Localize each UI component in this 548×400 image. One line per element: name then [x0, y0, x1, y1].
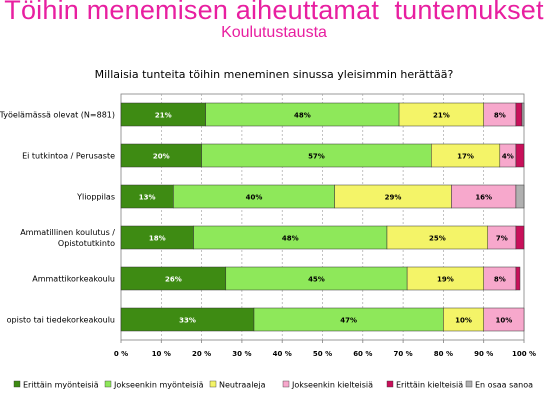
category-label-line: Ei tutkintoa / Perusaste — [22, 152, 115, 161]
legend-label: En osaa sanoa — [475, 381, 533, 390]
legend-swatch — [465, 380, 473, 388]
legend-swatch — [282, 380, 290, 388]
data-label: 4% — [502, 153, 514, 161]
data-label: 40% — [246, 194, 263, 202]
data-label: 19% — [437, 276, 454, 284]
x-tick-label: 70 % — [393, 350, 412, 358]
legend-label: Erittäin myönteisiä — [23, 381, 99, 390]
data-label: 13% — [139, 194, 156, 202]
category-label-line: Ammattikorkeakoulu — [32, 275, 115, 284]
data-label: 45% — [308, 276, 325, 284]
data-label: 20% — [153, 153, 170, 161]
x-tick-label: 30 % — [232, 350, 251, 358]
chart-title: Millaisia tunteita töihin meneminen sinu… — [95, 68, 454, 81]
data-label: 33% — [179, 317, 196, 325]
bar-segment-4 — [483, 307, 525, 332]
data-label: 26% — [165, 276, 182, 284]
legend-label: Jokseenkin myönteisiä — [113, 381, 204, 390]
category-label-line: Opistotutkinto — [58, 239, 115, 248]
legend-label: Jokseenkin kielteisiä — [291, 381, 373, 390]
category-label-line: opisto tai tiedekorkeakoulu — [7, 316, 115, 325]
legend-swatch — [104, 380, 112, 388]
data-label: 16% — [475, 194, 492, 202]
category-label: Ei tutkintoa / Perusaste — [22, 152, 115, 161]
data-label: 48% — [294, 112, 311, 120]
x-tick-label: 90 % — [474, 350, 493, 358]
legend-swatch — [13, 380, 21, 388]
data-label: 21% — [155, 112, 172, 120]
data-label: 47% — [340, 317, 357, 325]
x-tick-label: 20 % — [192, 350, 211, 358]
bar-segment-6 — [521, 102, 525, 127]
bar-segment-5 — [515, 143, 525, 168]
x-tick-label: 40 % — [273, 350, 292, 358]
category-label: Ylioppilas — [76, 193, 115, 202]
data-label: 7% — [496, 235, 508, 243]
data-label: 57% — [308, 153, 325, 161]
category-label: Työelämässä olevat (N=881) — [0, 111, 115, 120]
bar-segment-5 — [515, 102, 523, 127]
data-label: 29% — [385, 194, 402, 202]
data-label: 48% — [282, 235, 299, 243]
category-label-line: Ammatillinen koulutus / — [20, 228, 115, 237]
data-label: 8% — [494, 276, 506, 284]
data-label: 25% — [429, 235, 446, 243]
data-label: 10% — [455, 317, 472, 325]
legend-label: Erittäin kielteisiä — [396, 381, 463, 390]
category-label: opisto tai tiedekorkeakoulu — [7, 316, 115, 325]
category-label: Ammattikorkeakoulu — [32, 275, 115, 284]
category-label-line: Työelämässä olevat (N=881) — [0, 111, 115, 120]
x-tick-label: 10 % — [152, 350, 171, 358]
legend-label: Neutraaleja — [219, 381, 266, 390]
page-title: Töihin menemisen aiheuttamat tuntemukset — [4, 0, 544, 25]
x-tick-label: 60 % — [353, 350, 372, 358]
category-label-line: Ylioppilas — [76, 193, 115, 202]
bar-segment-5 — [515, 225, 525, 250]
legend-swatch — [386, 380, 394, 388]
data-label: 18% — [149, 235, 166, 243]
x-tick-label: 0 % — [114, 350, 128, 358]
x-tick-label: 50 % — [313, 350, 332, 358]
page-subtitle: Koulutustausta — [221, 24, 327, 41]
data-label: 10% — [495, 317, 512, 325]
bar-segment-6 — [515, 184, 525, 209]
data-label: 21% — [433, 112, 450, 120]
x-tick-label: 100 % — [512, 350, 536, 358]
data-label: 17% — [457, 153, 474, 161]
bar-segment-5 — [515, 266, 521, 291]
category-label: Ammatillinen koulutus / Opistotutkinto — [20, 228, 115, 248]
x-tick-label: 80 % — [434, 350, 453, 358]
data-label: 8% — [494, 112, 506, 120]
legend-swatch — [209, 380, 217, 388]
